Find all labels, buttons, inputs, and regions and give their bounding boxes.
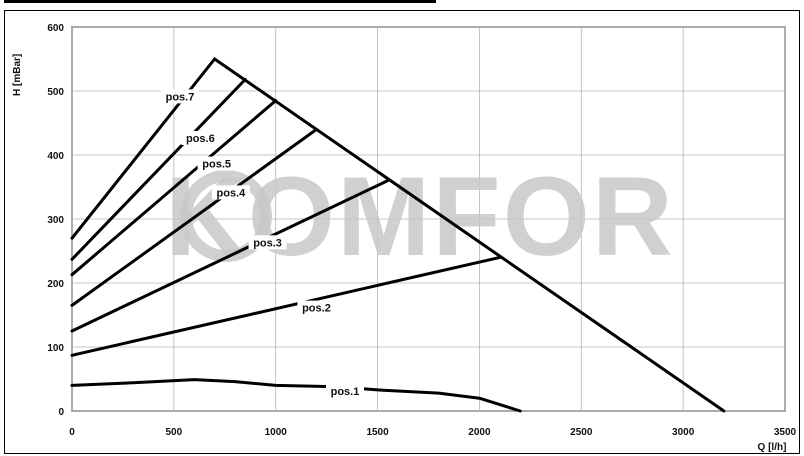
y-tick-label: 600 bbox=[47, 23, 64, 34]
x-tick-label: 3000 bbox=[672, 427, 695, 438]
chart-frame bbox=[4, 10, 800, 454]
series-line-pos2 bbox=[70, 255, 502, 357]
x-tick-label: 2000 bbox=[468, 427, 491, 438]
x-tick-label: 500 bbox=[166, 427, 183, 438]
series-line-pos4 bbox=[70, 127, 318, 307]
series-label: pos.3 bbox=[253, 237, 282, 249]
series-label-bg bbox=[197, 156, 236, 171]
series-label-bg bbox=[211, 185, 250, 200]
series-label-bg bbox=[325, 383, 364, 398]
x-tick-label: 2500 bbox=[570, 427, 593, 438]
header-rule bbox=[4, 0, 436, 3]
series-label: pos.7 bbox=[166, 91, 195, 103]
series-label-bg bbox=[248, 235, 287, 250]
series-label-bg bbox=[181, 131, 220, 145]
series-line-pos6 bbox=[70, 78, 247, 261]
y-tick-label: 100 bbox=[47, 343, 64, 354]
x-axis-title: Q [l/h] bbox=[758, 442, 787, 453]
x-tick-label: 0 bbox=[69, 427, 75, 438]
y-axis-title: H [mBar] bbox=[12, 54, 23, 96]
series-label: pos.6 bbox=[186, 133, 215, 145]
y-tick-labels: 0 100 200 300 400 500 600 bbox=[47, 23, 64, 418]
y-tick-label: 300 bbox=[47, 215, 64, 226]
y-tick-label: 500 bbox=[47, 87, 64, 98]
series-label-bg bbox=[160, 89, 199, 104]
series-label: pos.5 bbox=[202, 159, 231, 171]
series-label: pos.1 bbox=[331, 386, 360, 398]
series-line-pos5 bbox=[70, 99, 278, 277]
series-label-bg bbox=[297, 300, 336, 315]
x-tick-label: 3500 bbox=[774, 427, 797, 438]
y-tick-label: 400 bbox=[47, 151, 64, 162]
series-group bbox=[70, 57, 726, 413]
grid bbox=[71, 26, 786, 412]
x-tick-label: 1000 bbox=[265, 427, 288, 438]
max-limit-line bbox=[213, 57, 726, 413]
y-tick-label: 0 bbox=[58, 407, 64, 418]
series-line-pos7 bbox=[70, 57, 217, 240]
x-tick-label: 1500 bbox=[366, 427, 389, 438]
watermark-text: KOMFOR bbox=[165, 154, 675, 279]
series-label: pos.2 bbox=[302, 303, 331, 315]
series-line-pos3 bbox=[70, 179, 390, 333]
series-label: pos.4 bbox=[217, 187, 247, 199]
y-tick-label: 200 bbox=[47, 279, 64, 290]
x-tick-labels: 0 500 1000 1500 2000 2500 3000 3500 bbox=[69, 427, 796, 438]
series-labels: pos.7 pos.6 pos.5 pos.4 pos.3 pos.2 pos.1 bbox=[160, 89, 364, 398]
